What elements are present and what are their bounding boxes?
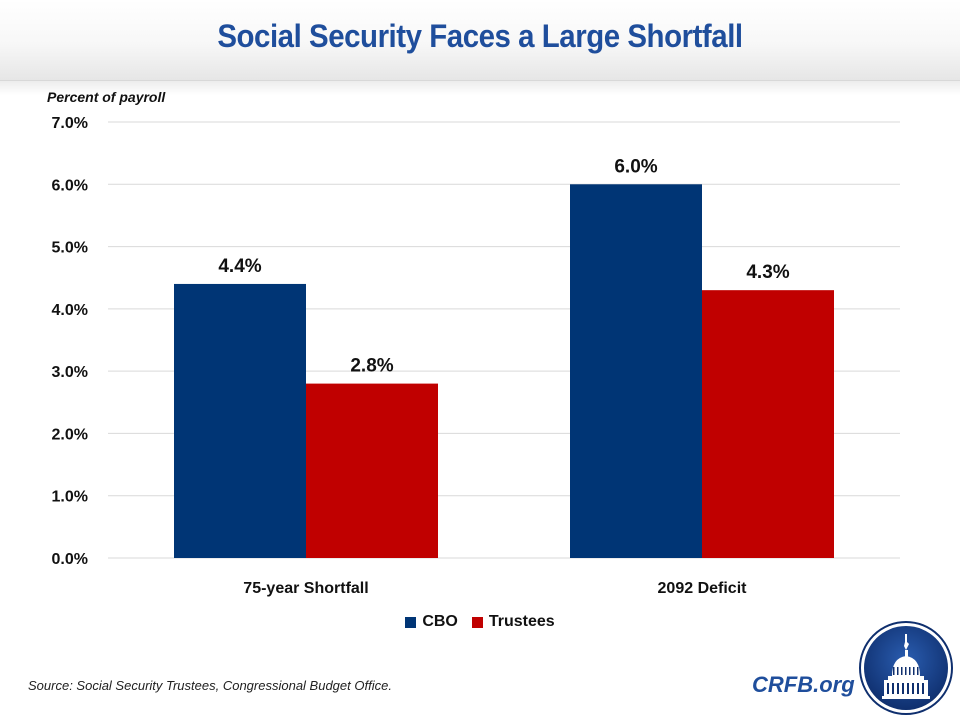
y-tick-label: 7.0% <box>52 115 88 132</box>
y-tick-label: 2.0% <box>52 426 88 443</box>
y-axis-ticks: 0.0% 1.0% 2.0% 3.0% 4.0% 5.0% 6.0% 7.0% <box>52 115 88 568</box>
x-category-label: 75-year Shortfall <box>243 580 368 597</box>
source-note: Source: Social Security Trustees, Congre… <box>28 678 392 693</box>
y-tick-label: 5.0% <box>52 240 88 257</box>
x-category-label: 2092 Deficit <box>658 580 748 597</box>
y-tick-label: 3.0% <box>52 364 88 381</box>
data-labels: 4.4% 2.8% 6.0% 4.3% <box>218 156 789 376</box>
bar-cbo <box>174 283 306 558</box>
bar-cbo <box>570 184 702 559</box>
y-tick-label: 0.0% <box>52 551 88 568</box>
brand-link[interactable]: CRFB.org <box>752 672 855 697</box>
capitol-dome-seal-icon <box>859 621 953 715</box>
legend-swatch-cbo <box>405 616 417 628</box>
chart-title: Social Security Faces a Large Shortfall <box>217 18 743 54</box>
legend-label-cbo: CBO <box>422 613 458 630</box>
data-label-cbo: 4.4% <box>218 256 261 277</box>
bars <box>174 184 834 559</box>
title-bar-shadow <box>0 81 960 95</box>
bar-chart: 0.0% 1.0% 2.0% 3.0% 4.0% 5.0% 6.0% 7.0% 4.4% 2.8… <box>52 115 900 597</box>
legend: CBO Trustees <box>0 613 960 631</box>
y-tick-label: 1.0% <box>52 489 88 506</box>
data-label-trustees: 2.8% <box>350 356 393 377</box>
bar-trustees <box>702 290 834 558</box>
legend-label-trustees: Trustees <box>488 613 555 630</box>
legend-swatch-trustees <box>471 616 483 628</box>
title-bar <box>0 0 960 81</box>
data-label-trustees: 4.3% <box>746 262 789 283</box>
legend-item-trustees: Trustees <box>471 613 555 631</box>
y-axis-title: Percent of payroll <box>47 89 166 105</box>
y-tick-label: 4.0% <box>52 302 88 319</box>
data-label-cbo: 6.0% <box>614 156 657 177</box>
legend-item-cbo: CBO <box>405 613 458 631</box>
bar-trustees <box>306 383 438 558</box>
y-tick-label: 6.0% <box>52 177 88 194</box>
category-labels: 75-year Shortfall 2092 Deficit <box>243 580 747 597</box>
